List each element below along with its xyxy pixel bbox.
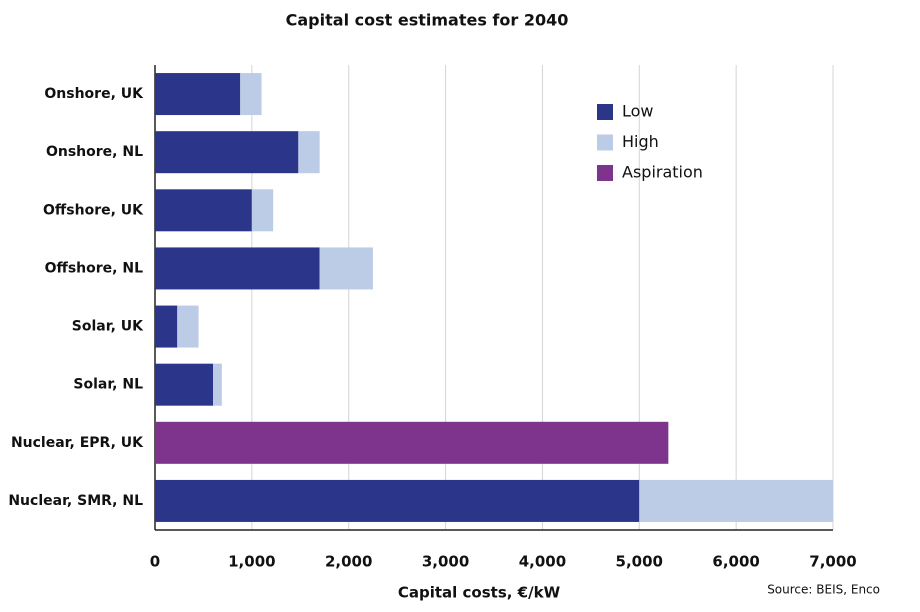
- legend-swatch: [597, 104, 613, 120]
- y-tick-label: Solar, NL: [73, 377, 143, 393]
- y-tick-label: Onshore, UK: [44, 86, 144, 102]
- source-note: Source: BEIS, Enco: [767, 583, 880, 597]
- x-tick-label: 4,000: [519, 553, 566, 571]
- y-tick-label: Nuclear, EPR, UK: [11, 435, 144, 451]
- bar-segment: [155, 131, 299, 174]
- bar-segment: [213, 363, 222, 406]
- x-tick-label: 5,000: [616, 553, 663, 571]
- y-tick-label: Onshore, NL: [46, 144, 143, 160]
- legend-swatch: [597, 165, 613, 181]
- chart-title: Capital cost estimates for 2040: [286, 11, 569, 30]
- x-tick-label: 1,000: [228, 553, 275, 571]
- y-tick-label: Nuclear, SMR, NL: [8, 493, 143, 509]
- x-tick-label: 6,000: [712, 553, 759, 571]
- bar-segment: [155, 421, 669, 464]
- bar-segment: [155, 305, 178, 348]
- x-tick-label: 2,000: [325, 553, 372, 571]
- y-tick-label: Offshore, UK: [43, 202, 144, 218]
- bar-segment: [639, 479, 833, 522]
- x-tick-label: 0: [150, 553, 160, 571]
- bar-segment: [155, 479, 640, 522]
- y-tick-label: Offshore, NL: [45, 260, 143, 276]
- bar-segment: [177, 305, 199, 348]
- bar-segment: [298, 131, 320, 174]
- bar-segment: [155, 247, 320, 290]
- legend-label: Aspiration: [622, 163, 703, 182]
- x-tick-label: 7,000: [809, 553, 856, 571]
- x-tick-label: 3,000: [422, 553, 469, 571]
- legend-label: High: [622, 132, 659, 151]
- legend-label: Low: [622, 102, 654, 121]
- bar-segment: [251, 189, 274, 232]
- bar-segment: [155, 189, 252, 232]
- bar-segment: [240, 73, 262, 116]
- legend-swatch: [597, 134, 613, 151]
- x-axis-label: Capital costs, €/kW: [398, 584, 561, 602]
- bar-segment: [155, 73, 241, 116]
- y-tick-label: Solar, UK: [72, 319, 144, 335]
- bar-segment: [155, 363, 214, 406]
- bar-segment: [319, 247, 373, 290]
